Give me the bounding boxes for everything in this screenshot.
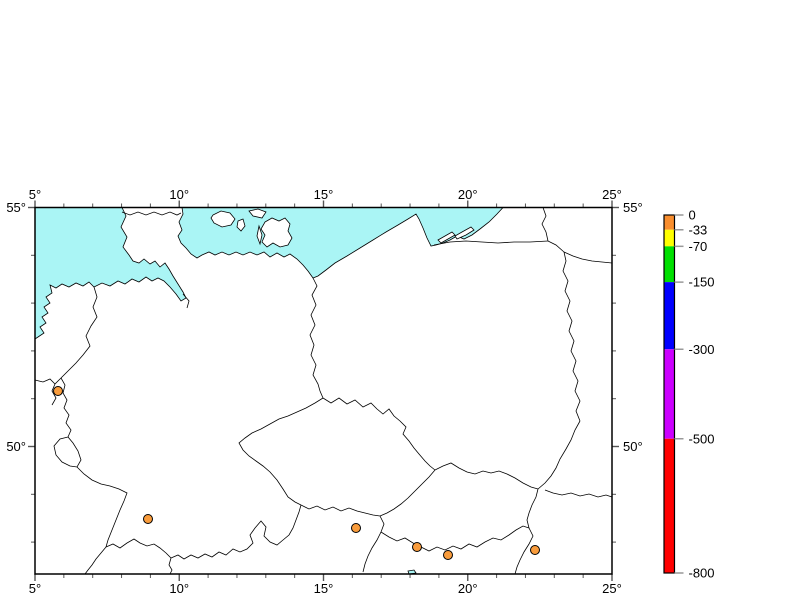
colorbar-segment	[664, 349, 675, 439]
x-axis-label-top: 10°	[169, 187, 189, 202]
baltic-sea	[177, 207, 504, 279]
island-layer	[210, 208, 475, 248]
colorbar-tick-label: -150	[689, 275, 715, 290]
sea-layer	[34, 207, 504, 575]
border-pl-ua	[537, 420, 581, 490]
station-point	[530, 545, 540, 555]
border-layer	[34, 207, 613, 575]
north-sea	[34, 207, 187, 340]
colorbar-tick-label: -70	[689, 239, 708, 254]
border-pl-lt	[547, 240, 565, 253]
border-sk-hu	[380, 525, 530, 552]
colorbar-tick-label: 0	[689, 208, 696, 223]
border-ch-at	[168, 557, 173, 575]
y-axis-label-left: 50°	[6, 439, 26, 454]
border-nl-de	[51, 286, 98, 406]
x-axis-label-bottom: 10°	[169, 581, 189, 596]
x-axis-label-top: 20°	[458, 187, 478, 202]
border-de-pl-oder	[309, 277, 324, 399]
map-frame	[34, 206, 613, 575]
colorbar-tick-label: -33	[689, 222, 708, 237]
border-ru-lt	[541, 207, 549, 242]
y-axis-label-right: 50°	[623, 439, 643, 454]
border-cz-pl	[322, 397, 436, 471]
colorbar-segment	[664, 246, 675, 283]
island-lolland	[248, 208, 267, 219]
x-axis-label-bottom: 20°	[458, 581, 478, 596]
colorbar-segment	[664, 282, 675, 350]
border-de-be	[60, 377, 72, 438]
island-fyn	[210, 210, 236, 228]
border-luxembourg	[53, 436, 82, 468]
x-axis-label-bottom: 5°	[29, 581, 41, 596]
colorbar-tick-label: -300	[689, 342, 715, 357]
border-ua-hu	[514, 527, 534, 575]
colorbar-outline	[663, 214, 676, 574]
station-point	[53, 386, 63, 396]
river-dniester	[544, 489, 613, 498]
border-cz-sk	[379, 469, 436, 517]
x-axis-label-top: 15°	[314, 187, 334, 202]
data-points	[53, 386, 540, 560]
river-elbe	[182, 293, 190, 309]
border-lt-by	[563, 251, 613, 264]
y-axis-label-left: 55°	[6, 200, 26, 215]
border-pl-ru	[433, 240, 549, 246]
x-axis-label-bottom: 25°	[602, 581, 622, 596]
border-fr-ch	[84, 546, 107, 575]
border-ua-sk	[526, 488, 539, 529]
island-langeland	[236, 218, 246, 232]
axis-labels: 5°5°10°10°15°15°20°20°25°25°55° 55°50° 50°	[6, 187, 642, 596]
border-pl-by	[562, 251, 581, 422]
border-at-hu	[362, 515, 385, 573]
colorbar: 0-33 -70 -150 -300 -500 -800	[663, 208, 715, 581]
spit-vistula	[454, 226, 475, 240]
x-axis-label-bottom: 15°	[314, 581, 334, 596]
border-de-cz	[238, 397, 324, 506]
x-axis-label-top: 5°	[29, 187, 41, 202]
colorbar-tick-label: -500	[689, 431, 715, 446]
colorbar-segment	[664, 215, 675, 230]
border-pl-sk	[434, 462, 539, 490]
station-point	[412, 542, 422, 552]
colorbar-segment	[664, 438, 675, 573]
station-point	[143, 514, 153, 524]
y-axis-label-right: 55°	[623, 200, 643, 215]
station-point	[443, 550, 453, 560]
border-ch-de	[105, 538, 172, 559]
lake-speck	[407, 569, 417, 575]
island-hiddensee	[256, 224, 263, 246]
border-dk-de	[121, 211, 182, 216]
colorbar-tick-label: -800	[689, 566, 715, 581]
island-ruegen	[260, 217, 293, 248]
x-axis-label-top: 25°	[602, 187, 622, 202]
station-point	[351, 523, 361, 533]
border-cz-at	[300, 504, 381, 517]
colorbar-segment	[664, 229, 675, 247]
border-be-nl	[34, 378, 56, 385]
border-de-at	[170, 504, 302, 560]
border-de-fr	[76, 466, 128, 548]
spit-hel	[437, 231, 456, 244]
